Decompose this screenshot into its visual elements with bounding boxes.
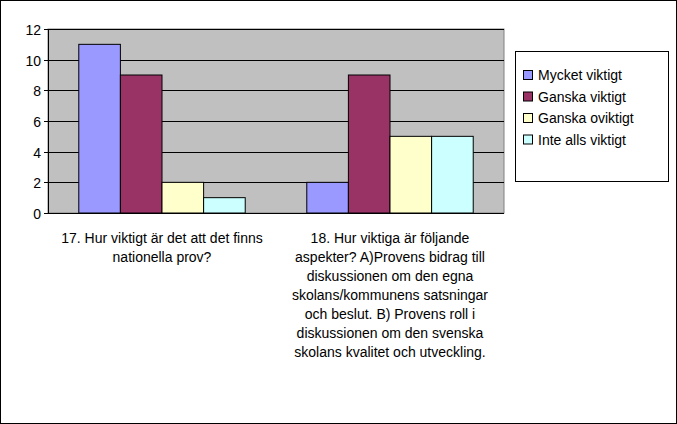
legend-swatch [524,135,533,144]
bar [307,182,349,213]
y-tick [44,182,48,183]
outer-frame [1,1,677,424]
legend-label: Ganska oviktigt [538,110,634,126]
y-tick [44,90,48,91]
y-tick-label: 12 [25,22,41,38]
y-tick [44,152,48,153]
bar [79,44,121,213]
y-tick-label: 6 [33,114,41,130]
y-tick [44,29,48,30]
y-tick-label: 8 [33,83,41,99]
y-tick-label: 4 [33,145,41,161]
y-tick-label: 10 [25,53,41,69]
y-tick [44,121,48,122]
bar [162,182,204,213]
bar [120,75,162,213]
bar [348,75,390,213]
chart-svg: 0 2 4 6 8 10 12 Mycket viktigt Ganska viktigt Gan… [0,0,677,424]
grid-line [48,29,504,30]
x-axis [48,213,504,214]
legend-label: Mycket viktigt [538,67,622,83]
bar [390,136,432,213]
y-tick [44,213,48,214]
legend-label: Inte alls viktigt [538,132,626,148]
y-tick-label: 2 [33,175,41,191]
category-label: 18. Hur viktiga är följande aspekter? A)… [282,229,498,362]
category-label: 17. Hur viktigt är det att det finns nat… [54,229,270,267]
y-tick-label: 0 [33,206,41,222]
legend-box [516,52,669,182]
legend-swatch [524,92,533,101]
bar [432,136,474,213]
y-axis [48,29,49,213]
y-tick [44,60,48,61]
legend-label: Ganska viktigt [538,89,626,105]
bar [204,198,246,213]
plot-area [48,29,504,213]
legend-swatch [524,114,533,123]
bars [79,44,473,213]
legend-swatch [524,71,533,80]
grid-line [48,213,504,214]
chart-root: 0 2 4 6 8 10 12 Mycket viktigt Ganska viktigt Gan… [0,0,677,424]
